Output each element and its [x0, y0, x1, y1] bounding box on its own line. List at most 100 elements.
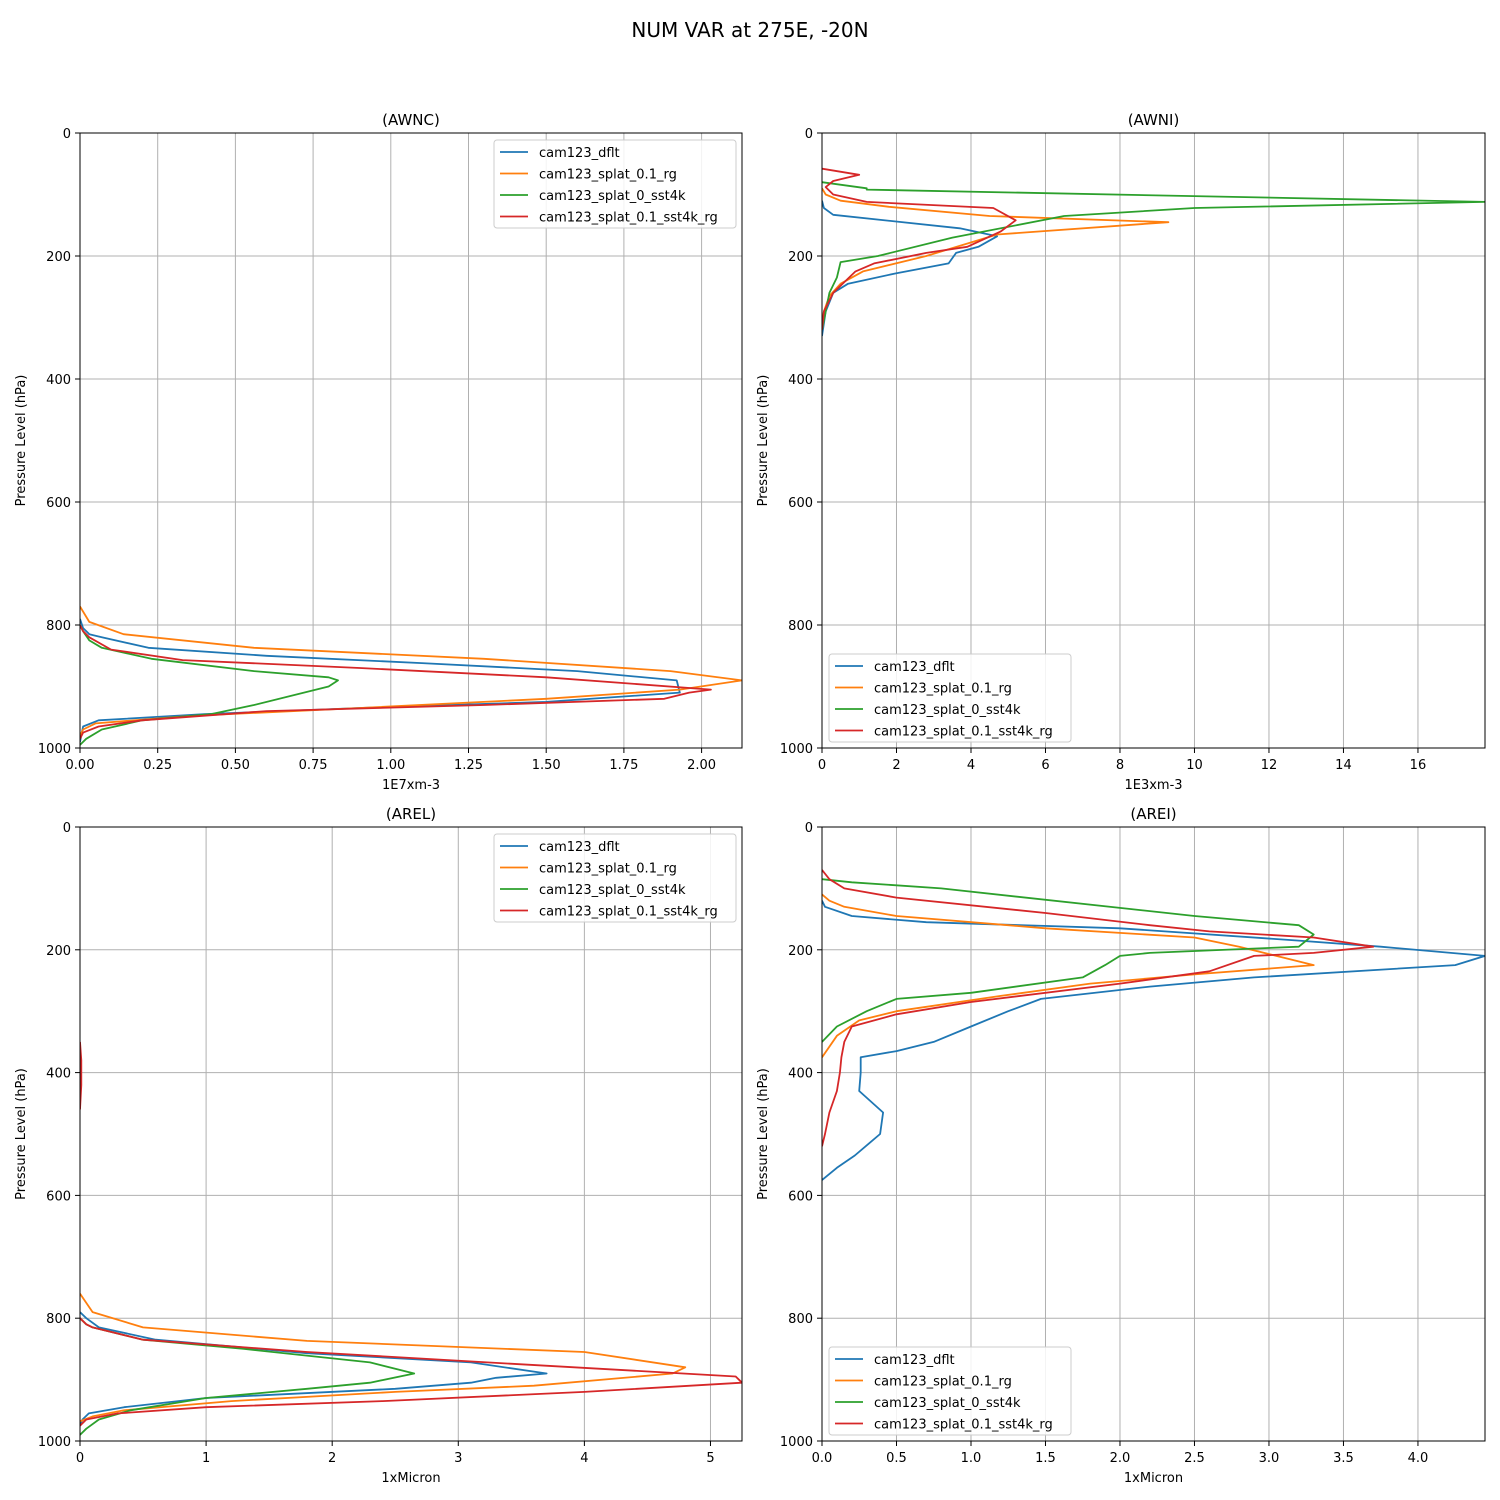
- series-group: [80, 606, 742, 746]
- y-tick-label: 0: [63, 127, 71, 142]
- y-tick-label: 200: [46, 944, 71, 959]
- y-tick-label: 0: [63, 821, 71, 836]
- y-tick-label: 800: [46, 619, 71, 634]
- legend-label-cam123_dflt: cam123_dflt: [874, 660, 955, 675]
- legend: cam123_dflt cam123_splat_0.1_rg cam123_spl…: [493, 139, 737, 229]
- x-tick-label: 6: [1041, 758, 1049, 773]
- x-tick-label: 0: [818, 758, 826, 773]
- y-tick-label: 1000: [38, 1435, 71, 1450]
- legend-label-cam123_dflt: cam123_dflt: [539, 146, 620, 161]
- y-axis-label: Pressure Level (hPa): [756, 375, 771, 507]
- y-tick-label: 200: [788, 944, 813, 959]
- x-tick-label: 16: [1410, 758, 1427, 773]
- legend-box: [828, 1346, 1072, 1436]
- series-line-cam123_splat_0.1_sst4k_rg: [822, 167, 1017, 330]
- legend: cam123_dflt cam123_splat_0.1_rg cam123_spl…: [828, 653, 1072, 743]
- x-axis-label: 1xMicron: [1124, 1471, 1183, 1486]
- chart-panel-3: 0 1 2 3 4 5 0 200 400 600 800 1000 (AREL) 1xMicron Pre…: [14, 805, 743, 1486]
- series-group: [822, 167, 1485, 337]
- series-line-cam123_splat_0.1_rg: [822, 893, 1315, 1058]
- legend-label-cam123_splat_0.1_sst4k_rg: cam123_splat_0.1_sst4k_rg: [539, 905, 718, 920]
- chart-panel-4: 0.0 0.5 1.0 1.5 2.0 2.5 3.0 3.5 4.0 0 200 400 600 800…: [756, 805, 1486, 1486]
- x-tick-label: 1.25: [454, 758, 483, 773]
- legend-label-cam123_splat_0.1_rg: cam123_splat_0.1_rg: [539, 168, 677, 183]
- legend-label-cam123_splat_0.1_rg: cam123_splat_0.1_rg: [874, 1375, 1012, 1390]
- x-axis-label: 1E7xm-3: [382, 778, 440, 793]
- legend: cam123_dflt cam123_splat_0.1_rg cam123_spl…: [493, 833, 737, 923]
- panel-title: (AREL): [386, 805, 436, 823]
- series-line-cam123_splat_0_sst4k: [822, 181, 1485, 330]
- y-axis-label: Pressure Level (hPa): [756, 1068, 771, 1200]
- y-tick-label: 800: [788, 619, 813, 634]
- x-tick-label: 1.00: [376, 758, 405, 773]
- x-tick-label: 10: [1186, 758, 1203, 773]
- y-tick-label: 600: [46, 496, 71, 511]
- y-tick-label: 600: [46, 1189, 71, 1204]
- plot-frame: [821, 826, 1486, 1442]
- y-tick-label: 0: [805, 127, 813, 142]
- y-tick-label: 1000: [780, 1435, 813, 1450]
- x-tick-label: 14: [1335, 758, 1352, 773]
- y-tick-label: 800: [46, 1312, 71, 1327]
- chart-panel-2: 0 2 4 6 8 10 12 14 16 0 200 400 600 800 1000 (AWNI) 1E3x…: [756, 111, 1486, 793]
- series-line-cam123_splat_0_sst4k: [822, 878, 1315, 1043]
- x-tick-label: 0: [76, 1451, 84, 1466]
- series-line-cam123_dflt: [822, 900, 1485, 1181]
- x-axis-label: 1E3xm-3: [1124, 778, 1182, 793]
- y-tick-label: 600: [788, 1189, 813, 1204]
- y-tick-label: 600: [788, 496, 813, 511]
- legend-label-cam123_dflt: cam123_dflt: [539, 840, 620, 855]
- series-line-cam123_splat_0.1_sst4k_rg: [80, 624, 712, 740]
- x-tick-label: 0.5: [886, 1451, 907, 1466]
- y-axis-label: Pressure Level (hPa): [14, 1068, 29, 1200]
- x-tick-label: 2.00: [687, 758, 716, 773]
- y-tick-label: 400: [46, 1067, 71, 1082]
- x-tick-label: 2.0: [1110, 1451, 1131, 1466]
- legend: cam123_dflt cam123_splat_0.1_rg cam123_spl…: [828, 1346, 1072, 1436]
- panel-title: (AREI): [1130, 805, 1176, 823]
- legend-label-cam123_splat_0.1_sst4k_rg: cam123_splat_0.1_sst4k_rg: [874, 1418, 1053, 1433]
- x-tick-label: 3.5: [1333, 1451, 1354, 1466]
- series-line-cam123_splat_0.1_sst4k_rg: [822, 869, 1375, 1147]
- x-tick-label: 1.0: [961, 1451, 982, 1466]
- legend-label-cam123_splat_0_sst4k: cam123_splat_0_sst4k: [874, 703, 1021, 718]
- series-group: [80, 1041, 742, 1436]
- panel-title: (AWNC): [382, 111, 440, 129]
- plot-frame: [821, 132, 1486, 749]
- legend-box: [493, 139, 737, 229]
- plot-frame: [79, 132, 743, 749]
- legend-box: [828, 653, 1072, 743]
- panel-title: (AWNI): [1128, 111, 1180, 129]
- legend-label-cam123_dflt: cam123_dflt: [874, 1353, 955, 1368]
- y-tick-label: 800: [788, 1312, 813, 1327]
- x-tick-label: 12: [1261, 758, 1278, 773]
- y-tick-label: 1000: [780, 742, 813, 757]
- series-line-cam123_dflt: [80, 618, 681, 743]
- chart-panel-1: 0.00 0.25 0.50 0.75 1.00 1.25 1.50 1.75 2.00 0 200…: [14, 111, 743, 793]
- x-tick-label: 1.5: [1035, 1451, 1056, 1466]
- series-line-cam123_splat_0_sst4k: [80, 624, 339, 746]
- x-tick-label: 3.0: [1259, 1451, 1280, 1466]
- x-tick-label: 0.50: [221, 758, 250, 773]
- series-line-cam123_splat_0.1_rg: [80, 606, 742, 737]
- x-tick-label: 2.5: [1184, 1451, 1205, 1466]
- x-tick-label: 8: [1116, 758, 1124, 773]
- y-tick-label: 200: [46, 250, 71, 265]
- y-axis-label: Pressure Level (hPa): [14, 375, 29, 507]
- legend-box: [493, 833, 737, 923]
- legend-label-cam123_splat_0_sst4k: cam123_splat_0_sst4k: [539, 189, 686, 204]
- figure-title: NUM VAR at 275E, -20N: [631, 18, 868, 42]
- y-tick-label: 1000: [38, 742, 71, 757]
- legend-label-cam123_splat_0.1_rg: cam123_splat_0.1_rg: [874, 682, 1012, 697]
- x-tick-label: 1: [202, 1451, 210, 1466]
- x-tick-label: 0.75: [299, 758, 328, 773]
- series-line-cam123_dflt: [80, 1311, 548, 1427]
- y-tick-label: 400: [788, 373, 813, 388]
- x-tick-label: 2: [892, 758, 900, 773]
- x-tick-label: 0.25: [143, 758, 172, 773]
- series-line-cam123_splat_0.1_sst4k_rg: [80, 1041, 83, 1110]
- x-tick-label: 1.50: [532, 758, 561, 773]
- legend-label-cam123_splat_0_sst4k: cam123_splat_0_sst4k: [874, 1396, 1021, 1411]
- legend-label-cam123_splat_0.1_sst4k_rg: cam123_splat_0.1_sst4k_rg: [874, 725, 1053, 740]
